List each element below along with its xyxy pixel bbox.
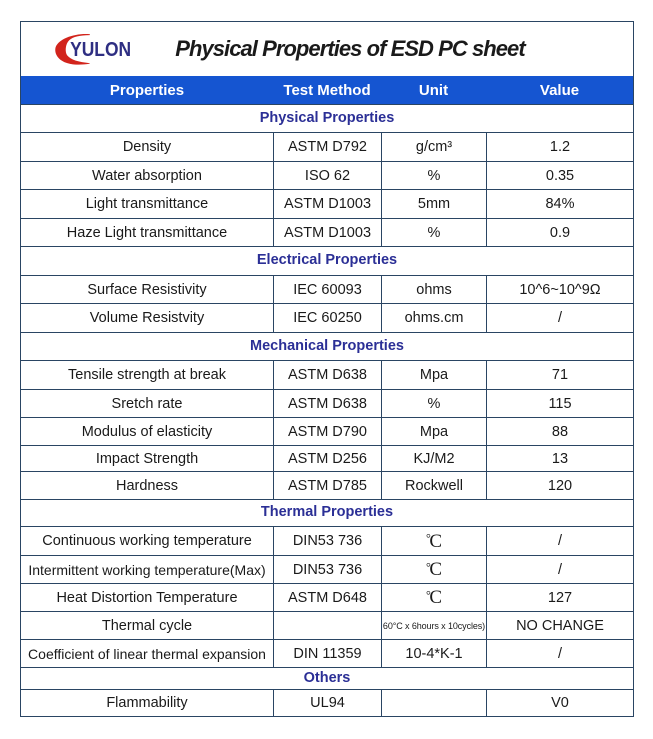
svg-text:YULON: YULON: [70, 39, 131, 61]
